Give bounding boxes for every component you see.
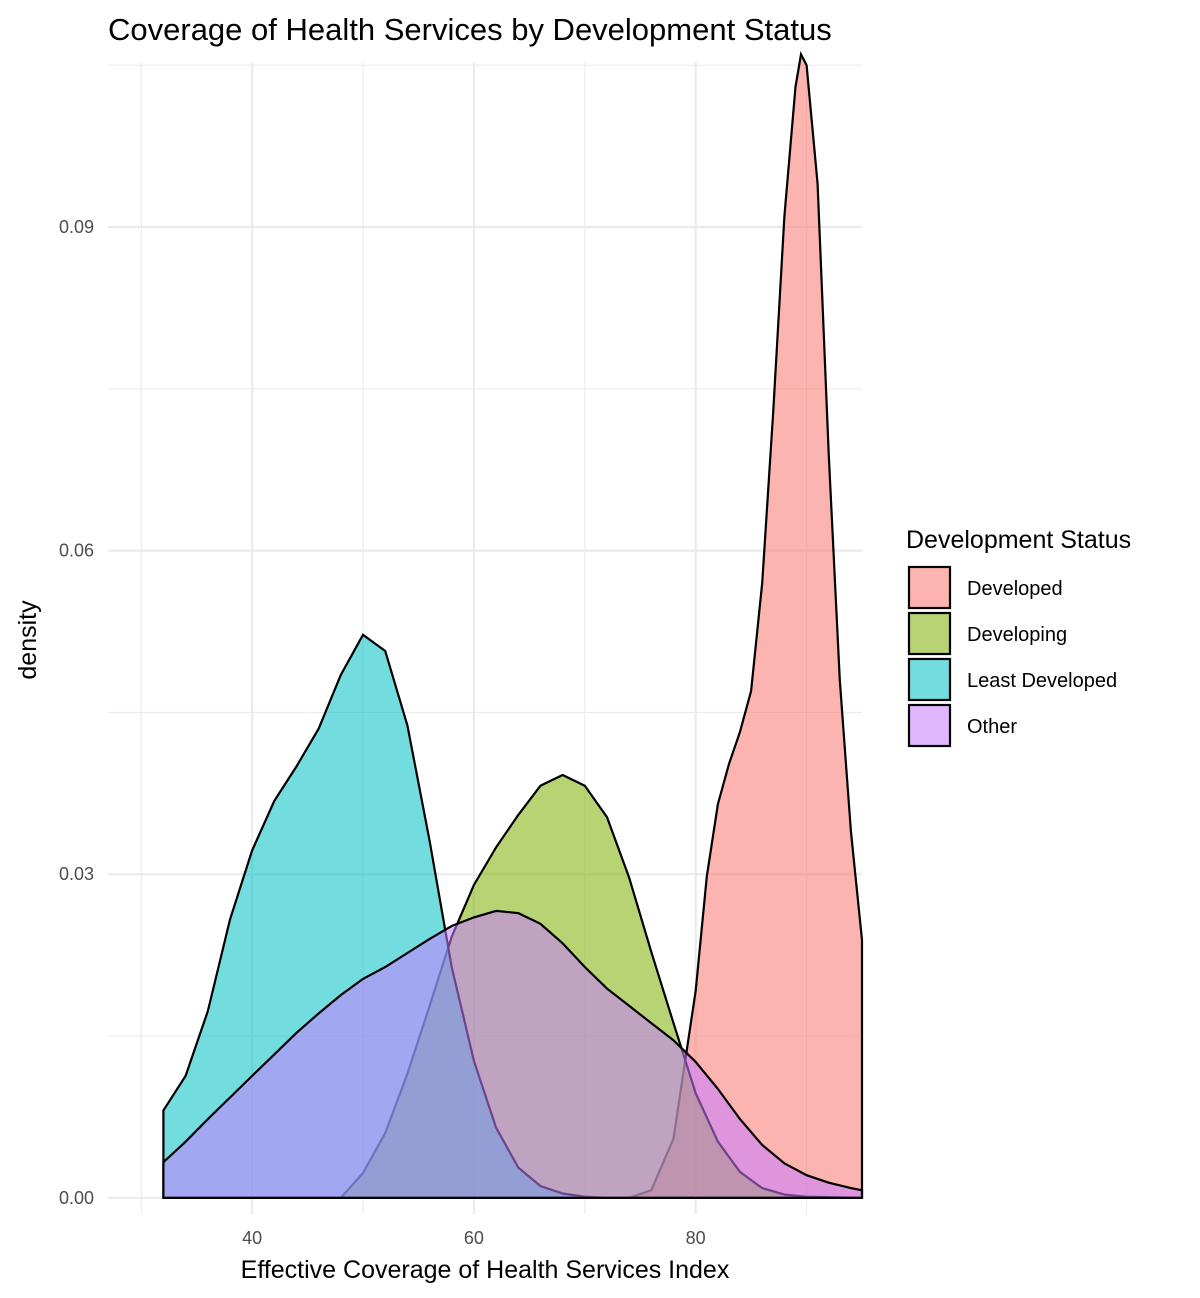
legend-label-developed: Developed: [967, 578, 1063, 600]
x-axis-title: Effective Coverage of Health Services In…: [241, 1256, 730, 1284]
x-tick-label: 60: [464, 1228, 484, 1248]
y-tick-label: 0.00: [59, 1188, 94, 1208]
legend-items: Developed Developing Least Developed Other: [907, 565, 1117, 748]
y-axis-title: density: [14, 600, 42, 680]
chart-title: Coverage of Health Services by Developme…: [108, 12, 832, 47]
legend-key-other: [907, 703, 952, 748]
legend-label-developing: Developing: [967, 624, 1067, 646]
legend-label-other: Other: [967, 716, 1017, 738]
density-area-other: [162, 909, 864, 1199]
legend-key-developed: [907, 565, 952, 610]
x-axis-ticks: 40 60 80: [242, 1228, 706, 1248]
y-tick-label: 0.06: [59, 541, 94, 561]
legend-label-least-developed: Least Developed: [967, 670, 1117, 692]
x-tick-label: 80: [686, 1228, 706, 1248]
y-tick-label: 0.09: [59, 217, 94, 237]
legend: Development Status Developed Developing Le…: [906, 526, 1131, 748]
y-axis-ticks: 0.00 0.03 0.06 0.09: [59, 217, 94, 1208]
x-tick-label: 40: [242, 1228, 262, 1248]
legend-key-developing: [907, 611, 952, 656]
density-curves: [162, 50, 864, 1199]
legend-title: Development Status: [906, 526, 1131, 554]
y-tick-label: 0.03: [59, 864, 94, 884]
legend-key-least-developed: [907, 657, 952, 702]
